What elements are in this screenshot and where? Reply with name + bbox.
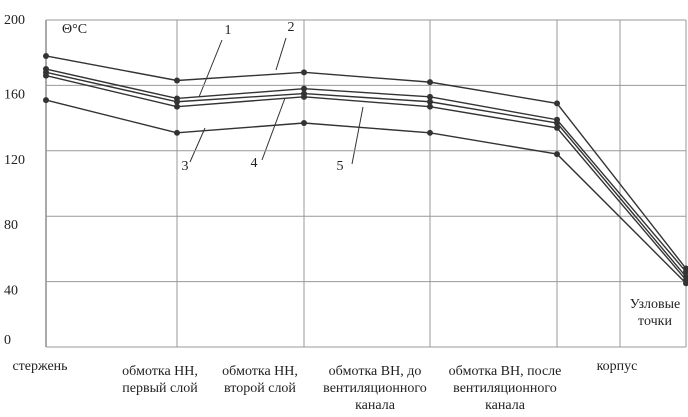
point (554, 120, 560, 127)
series-line (45, 55, 687, 269)
point (301, 120, 307, 127)
point (554, 124, 560, 131)
point (301, 69, 307, 76)
series-label: 5 (337, 159, 344, 174)
series-line (45, 68, 687, 273)
y-tick-label: 80 (4, 218, 18, 233)
point (427, 129, 433, 136)
point (43, 52, 49, 59)
point (43, 72, 49, 79)
point (427, 98, 433, 105)
x-tick-label: обмотка ВН, после вентиляционного канала (449, 364, 562, 413)
y-tick-label: 0 (4, 333, 11, 348)
point (174, 129, 180, 136)
x-tick-label: обмотка НН, первый слой (122, 364, 198, 396)
y-tick-label: 120 (4, 153, 25, 168)
point (43, 97, 49, 104)
point (174, 103, 180, 110)
y-tick-label: 200 (4, 13, 25, 28)
leader-line (198, 39, 223, 98)
series-line (45, 99, 687, 284)
point (427, 93, 433, 100)
point (554, 100, 560, 107)
point (683, 268, 688, 275)
series-line (45, 74, 687, 281)
point (427, 103, 433, 110)
point (174, 77, 180, 84)
point (301, 85, 307, 92)
x-tick-label: стержень (12, 359, 67, 374)
series-label: 2 (288, 20, 295, 35)
series-label: 3 (182, 159, 189, 174)
series-line (45, 71, 687, 278)
leader-line (189, 127, 206, 163)
annotation: Узловые точки (630, 297, 680, 329)
leader-line (261, 97, 286, 161)
point (683, 280, 688, 287)
x-tick-label: корпус (597, 359, 638, 374)
x-tick-label: обмотка НН, второй слой (222, 364, 298, 396)
series-label: 1 (225, 23, 232, 38)
x-tick-label: обмотка ВН, до вентиляционного канала (323, 364, 427, 413)
leader-line (351, 106, 364, 165)
y-axis-label: Θ°С (62, 22, 87, 37)
y-tick-label: 160 (4, 87, 25, 102)
y-tick-label: 40 (4, 284, 18, 299)
point (427, 79, 433, 86)
series-label: 4 (251, 156, 258, 171)
point (554, 151, 560, 158)
point (301, 93, 307, 100)
point (174, 98, 180, 105)
leader-line (275, 37, 287, 71)
